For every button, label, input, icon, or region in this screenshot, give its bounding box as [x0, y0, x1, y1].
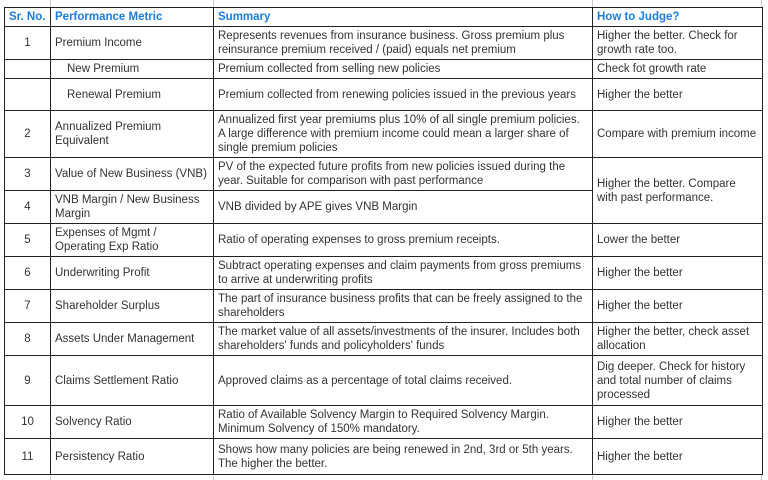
- table-row: 4 VNB Margin / New Business Margin VNB d…: [4, 190, 763, 224]
- cell-sr[interactable]: 5: [4, 223, 51, 257]
- header-cell-how-to-judge[interactable]: How to Judge?: [592, 7, 763, 27]
- cell-summary[interactable]: Shows how many policies are being renewe…: [213, 438, 593, 475]
- table-row: 10 Solvency Ratio Ratio of Available Sol…: [4, 405, 763, 439]
- cell-sr[interactable]: 10: [4, 405, 51, 439]
- cell-summary[interactable]: Approved claims as a percentage of total…: [213, 355, 593, 406]
- cell-judge[interactable]: Higher the better: [592, 405, 763, 439]
- table-row: 8 Assets Under Management The market val…: [4, 322, 763, 356]
- cell-metric[interactable]: Underwriting Profit: [50, 256, 214, 290]
- cell-summary[interactable]: Subtract operating expenses and claim pa…: [213, 256, 593, 290]
- cell-judge[interactable]: Higher the better: [592, 438, 763, 475]
- cell-sr[interactable]: 7: [4, 289, 51, 323]
- cell-judge-merged[interactable]: Higher the better. Compare with past per…: [592, 157, 763, 224]
- cell-metric[interactable]: Value of New Business (VNB): [50, 157, 214, 191]
- cell-metric[interactable]: Persistency Ratio: [50, 438, 214, 475]
- cell-sr[interactable]: 9: [4, 355, 51, 406]
- cell-sr[interactable]: 3: [4, 157, 51, 191]
- gridline-stub: [592, 475, 593, 480]
- cell-sr[interactable]: 8: [4, 322, 51, 356]
- cell-metric[interactable]: Renewal Premium: [50, 78, 214, 111]
- cell-judge[interactable]: Higher the better: [592, 78, 763, 111]
- cell-sr[interactable]: 1: [4, 26, 51, 60]
- gridline-stub: [761, 475, 762, 480]
- cell-metric[interactable]: Annualized Premium Equivalent: [50, 110, 214, 158]
- gridline-stub: [50, 475, 51, 480]
- gridline-stub: [213, 475, 214, 480]
- bottom-gridline-stubs: [4, 475, 762, 480]
- cell-sr[interactable]: 4: [4, 190, 51, 224]
- spreadsheet-region: Sr. No. Performance Metric Summary How t…: [4, 0, 763, 480]
- cell-judge[interactable]: Lower the better: [592, 223, 763, 257]
- header-cell-sr-no[interactable]: Sr. No.: [4, 7, 51, 27]
- cell-summary[interactable]: Ratio of operating expenses to gross pre…: [213, 223, 593, 257]
- cell-metric[interactable]: Shareholder Surplus: [50, 289, 214, 323]
- cell-summary[interactable]: Premium collected from selling new polic…: [213, 59, 593, 79]
- table-row: 5 Expenses of Mgmt / Operating Exp Ratio…: [4, 223, 763, 257]
- gridline-stub: [761, 0, 762, 7]
- table-header-row: Sr. No. Performance Metric Summary How t…: [4, 7, 763, 27]
- cell-summary[interactable]: The market value of all assets/investmen…: [213, 322, 593, 356]
- table-row: 7 Shareholder Surplus The part of insura…: [4, 289, 763, 323]
- cell-sr[interactable]: 2: [4, 110, 51, 158]
- cell-judge[interactable]: Higher the better, check asset allocatio…: [592, 322, 763, 356]
- table-row: 2 Annualized Premium Equivalent Annualiz…: [4, 110, 763, 158]
- cell-summary[interactable]: Premium collected from renewing policies…: [213, 78, 593, 111]
- cell-sr[interactable]: [4, 78, 51, 111]
- table-row: 11 Persistency Ratio Shows how many poli…: [4, 438, 763, 475]
- cell-summary[interactable]: The part of insurance business profits t…: [213, 289, 593, 323]
- gridline-stub: [213, 0, 214, 7]
- cell-metric[interactable]: New Premium: [50, 59, 214, 79]
- performance-metrics-table: Sr. No. Performance Metric Summary How t…: [4, 7, 763, 475]
- cell-metric[interactable]: Assets Under Management: [50, 322, 214, 356]
- table-row: 3 Value of New Business (VNB) PV of the …: [4, 157, 763, 224]
- table-row: New Premium Premium collected from selli…: [4, 59, 763, 79]
- cell-judge[interactable]: Higher the better. Check for growth rate…: [592, 26, 763, 60]
- cell-judge[interactable]: Compare with premium income: [592, 110, 763, 158]
- table-row: Renewal Premium Premium collected from r…: [4, 78, 763, 111]
- header-cell-summary[interactable]: Summary: [213, 7, 593, 27]
- cell-judge[interactable]: Higher the better: [592, 289, 763, 323]
- cell-summary[interactable]: Ratio of Available Solvency Margin to Re…: [213, 405, 593, 439]
- cell-metric[interactable]: Expenses of Mgmt / Operating Exp Ratio: [50, 223, 214, 257]
- header-cell-performance-metric[interactable]: Performance Metric: [50, 7, 214, 27]
- cell-summary[interactable]: Represents revenues from insurance busin…: [213, 26, 593, 60]
- cell-summary[interactable]: Annualized first year premiums plus 10% …: [213, 110, 593, 158]
- cell-summary[interactable]: PV of the expected future profits from n…: [213, 157, 593, 191]
- cell-metric[interactable]: Solvency Ratio: [50, 405, 214, 439]
- cell-sr[interactable]: 11: [4, 438, 51, 475]
- cell-sr[interactable]: [4, 59, 51, 79]
- cell-metric[interactable]: VNB Margin / New Business Margin: [50, 190, 214, 224]
- table-row: 9 Claims Settlement Ratio Approved claim…: [4, 355, 763, 406]
- cell-metric[interactable]: Premium Income: [50, 26, 214, 60]
- gridline-stub: [592, 0, 593, 7]
- top-gridline-stubs: [4, 0, 762, 7]
- cell-sr[interactable]: 6: [4, 256, 51, 290]
- cell-judge[interactable]: Higher the better: [592, 256, 763, 290]
- table-row: 1 Premium Income Represents revenues fro…: [4, 26, 763, 60]
- gridline-stub: [50, 0, 51, 7]
- cell-metric[interactable]: Claims Settlement Ratio: [50, 355, 214, 406]
- cell-summary[interactable]: VNB divided by APE gives VNB Margin: [213, 190, 593, 224]
- cell-judge[interactable]: Dig deeper. Check for history and total …: [592, 355, 763, 406]
- cell-judge[interactable]: Check fot growth rate: [592, 59, 763, 79]
- table-row: 6 Underwriting Profit Subtract operating…: [4, 256, 763, 290]
